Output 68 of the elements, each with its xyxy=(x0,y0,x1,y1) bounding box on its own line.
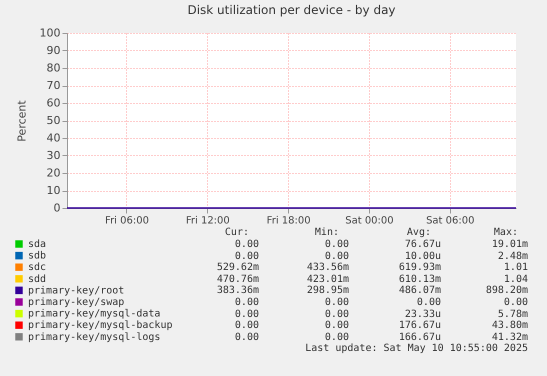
x-tick-label: Fri 06:00 xyxy=(105,216,149,226)
text: 0.00 xyxy=(234,250,259,262)
x-tick-label: Fri 18:00 xyxy=(266,216,311,226)
text: Avg: xyxy=(406,227,431,239)
legend-label: sdd xyxy=(28,274,46,285)
y-tick-label: 40 xyxy=(46,132,60,144)
text: 0.00 xyxy=(504,297,528,309)
text: 0.00 xyxy=(324,308,349,320)
y-tick-label: 20 xyxy=(46,166,60,180)
chart-title: Disk utilization per device - by day xyxy=(187,3,396,17)
legend-label: primary-key/mysql-logs xyxy=(28,332,160,343)
text: 19.01m xyxy=(492,239,528,251)
y-tick-label: 10 xyxy=(46,184,60,197)
text: Cur: xyxy=(224,227,249,239)
text: 166.67u xyxy=(398,332,441,344)
text: 0.00 xyxy=(324,297,349,309)
text: 898.20m xyxy=(486,285,528,298)
text: 298.95m xyxy=(306,285,349,298)
legend-label: primary-key/root xyxy=(28,285,124,296)
text: 486.07m xyxy=(398,285,441,298)
y-tick-label: 90 xyxy=(46,44,60,57)
text: 41.32m xyxy=(492,332,528,344)
text: 76.67u xyxy=(404,239,441,251)
y-tick-label: 50 xyxy=(46,114,60,127)
text: 529.62m xyxy=(216,262,259,274)
text: Max: xyxy=(494,227,518,239)
y-tick-label: 100 xyxy=(40,26,60,40)
text: 5.78m xyxy=(498,308,528,320)
text: 0.00 xyxy=(234,297,259,309)
text: 23.33u xyxy=(404,308,441,320)
x-tick-label: Sat 00:00 xyxy=(345,216,394,226)
text: 2.48m xyxy=(498,250,528,262)
y-tick-label: 30 xyxy=(46,149,60,162)
y-tick-label: 70 xyxy=(46,79,60,92)
text: 10.00u xyxy=(404,250,441,262)
text: 383.36m xyxy=(216,285,259,298)
text: 0.00 xyxy=(324,250,349,262)
text: 0.00 xyxy=(234,332,259,344)
text: Min: xyxy=(314,227,339,239)
y-axis-title: Percent xyxy=(16,100,29,142)
text: 0.00 xyxy=(324,320,349,332)
text: 1.04 xyxy=(504,274,528,286)
text: 1.01 xyxy=(504,262,528,274)
text: 470.76m xyxy=(216,274,259,286)
text: 0.00 xyxy=(416,297,441,309)
text: 0.00 xyxy=(324,332,349,343)
y-tick-label: 60 xyxy=(46,96,60,110)
text: 0.00 xyxy=(324,239,349,251)
legend-label: sdb xyxy=(28,250,46,262)
x-tick-label: Fri 12:00 xyxy=(186,216,230,226)
x-tick-label: Sat 06:00 xyxy=(426,216,474,226)
text: 619.93m xyxy=(398,262,441,274)
text: 0.00 xyxy=(234,308,259,320)
y-tick-label: 80 xyxy=(46,62,60,74)
legend-label: sda xyxy=(28,239,46,250)
legend-label: sdc xyxy=(28,262,46,274)
text: Last update: Sat May 10 10:55:00 2025 xyxy=(305,343,528,356)
text: 610.13m xyxy=(398,274,441,286)
text: 0.00 xyxy=(234,320,259,332)
text: 43.80m xyxy=(492,320,528,332)
y-tick-label: 0 xyxy=(54,202,60,214)
text: 0.00 xyxy=(234,239,259,251)
legend-label: primary-key/mysql-data xyxy=(28,308,160,320)
text: 176.67u xyxy=(398,320,441,332)
legend-label: primary-key/mysql-backup xyxy=(28,320,172,332)
legend-label: primary-key/swap xyxy=(28,297,124,308)
text: 423.01m xyxy=(306,274,349,286)
text: 433.56m xyxy=(306,262,349,274)
